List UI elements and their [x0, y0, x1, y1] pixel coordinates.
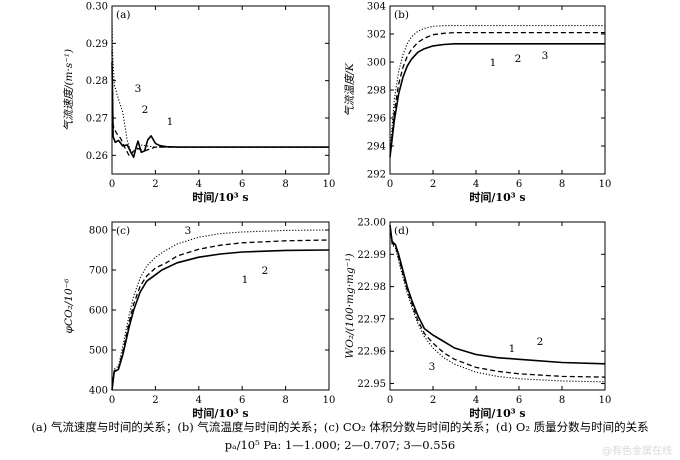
- chart-panel-b: 0 2 4 6 8 10 292 294 296 298 300 302 304 1 2 3 (b) 时间/10³…: [344, 2, 611, 205]
- y-tick-label: 400: [89, 386, 108, 397]
- chart-panel-d: 0 2 4 6 8 10 22.95 22.96 22.97 22.98 22.99 23.00 1 2 3…: [344, 218, 611, 421]
- series-annotation-1: 1: [167, 116, 174, 128]
- figure-caption-line1: (a) 气流速度与时间的关系；(b) 气流温度与时间的关系；(c) CO₂ 体积…: [31, 420, 649, 434]
- x-tick-label: 8: [282, 395, 288, 406]
- y-tick-label: 298: [367, 86, 386, 97]
- y-tick-label: 0.28: [86, 76, 108, 87]
- x-tick-label: 4: [196, 395, 202, 406]
- plot-frame: [389, 221, 606, 391]
- x-tick-label: 4: [196, 179, 202, 190]
- y-axis-label: 气流速度/(m·s⁻¹): [63, 49, 75, 131]
- panel-label: (b): [394, 9, 409, 21]
- y-tick-label: 22.98: [357, 282, 386, 293]
- y-tick-label: 0.29: [86, 39, 108, 50]
- series-line-1: [389, 43, 605, 158]
- y-tick-label: 0.26: [86, 151, 108, 162]
- y-tick-label: 22.96: [357, 347, 386, 358]
- x-tick-label: 10: [599, 179, 612, 190]
- y-tick-label: 500: [89, 346, 108, 357]
- y-tick-label: 22.99: [357, 250, 386, 261]
- plot-frame: [389, 5, 606, 175]
- y-tick-label: 304: [367, 2, 386, 13]
- x-tick-label: 8: [282, 179, 288, 190]
- series-line-3: [389, 225, 606, 383]
- series-line-2: [389, 225, 606, 378]
- series-annotation-2: 2: [537, 336, 544, 348]
- y-tick-label: 294: [367, 142, 386, 153]
- x-axis-label: 时间/10³ s: [469, 406, 525, 420]
- x-tick-label: 10: [323, 395, 336, 406]
- series-line-3: [389, 25, 605, 154]
- x-tick-label: 2: [152, 395, 158, 406]
- x-axis-label: 时间/10³ s: [469, 190, 525, 204]
- y-tick-label: 22.97: [357, 314, 386, 325]
- x-tick-label: 2: [430, 179, 436, 190]
- plot-frame: [111, 221, 330, 391]
- x-tick-label: 0: [387, 395, 393, 406]
- series-annotation-2: 2: [515, 53, 522, 65]
- y-tick-label: 22.95: [357, 379, 386, 390]
- x-tick-label: 8: [559, 395, 565, 406]
- x-axis-label: 时间/10³ s: [192, 190, 248, 204]
- panel-label: (c): [116, 225, 130, 237]
- series-annotation-1: 1: [509, 343, 516, 355]
- x-tick-label: 6: [239, 395, 245, 406]
- y-tick-label: 0.30: [86, 2, 108, 13]
- y-tick-label: 0.27: [86, 114, 108, 125]
- x-tick-label: 2: [430, 395, 436, 406]
- chart-panel-a: 0 2 4 6 8 100.260.270.280.290.30123(a)时间/10³ …: [63, 2, 335, 205]
- y-tick-label: 300: [367, 58, 386, 69]
- y-axis-label: 气流温度/K: [344, 62, 356, 117]
- series-line-3: [111, 19, 329, 155]
- y-tick-label: 302: [367, 30, 386, 41]
- y-tick-label: 800: [89, 226, 108, 237]
- series-line-2: [389, 31, 605, 156]
- figure-caption-line2: pₐ/10⁵ Pa: 1—1.000; 2—0.707; 3—0.556: [224, 438, 456, 452]
- chart-panel-c: 0 2 4 6 8 10 400 500 600 700 800 1 2 3 (c) 时间/10³ s φCO₂…: [63, 221, 336, 420]
- series-annotation-3: 3: [429, 361, 436, 373]
- y-tick-label: 296: [367, 114, 386, 125]
- x-tick-label: 6: [516, 179, 522, 190]
- x-axis-label: 时间/10³ s: [192, 406, 248, 420]
- x-tick-label: 4: [473, 395, 479, 406]
- x-tick-label: 6: [239, 179, 245, 190]
- series-line-2: [111, 50, 329, 157]
- series-annotation-3: 3: [185, 225, 192, 237]
- x-tick-label: 8: [559, 179, 565, 190]
- panel-label: (a): [116, 9, 130, 21]
- x-tick-label: 4: [473, 179, 479, 190]
- y-tick-label: 23.00: [357, 218, 386, 229]
- x-tick-label: 0: [387, 179, 393, 190]
- x-tick-label: 10: [599, 395, 612, 406]
- y-tick-label: 292: [367, 170, 386, 181]
- panel-label: (d): [394, 225, 409, 237]
- series-line-1: [389, 225, 606, 365]
- series-annotation-2: 2: [262, 265, 269, 277]
- series-line-3: [111, 229, 330, 391]
- x-tick-label: 0: [109, 395, 115, 406]
- x-tick-label: 10: [323, 179, 336, 190]
- series-annotation-2: 2: [142, 104, 149, 116]
- y-tick-label: 700: [89, 266, 108, 277]
- series-annotation-3: 3: [542, 50, 549, 62]
- watermark: @有色金属在线: [602, 446, 672, 457]
- y-axis-label: φCO₂/10⁻⁶: [63, 278, 75, 334]
- series-annotation-1: 1: [242, 274, 249, 286]
- x-tick-label: 6: [516, 395, 522, 406]
- y-tick-label: 600: [89, 306, 108, 317]
- y-axis-label: WO₂/(100·mg·mg⁻¹): [344, 253, 356, 358]
- series-annotation-1: 1: [490, 57, 497, 69]
- series-annotation-3: 3: [135, 83, 142, 95]
- x-tick-label: 0: [109, 179, 115, 190]
- x-tick-label: 2: [152, 179, 158, 190]
- series-line-1: [111, 249, 330, 391]
- series-line-2: [111, 239, 330, 391]
